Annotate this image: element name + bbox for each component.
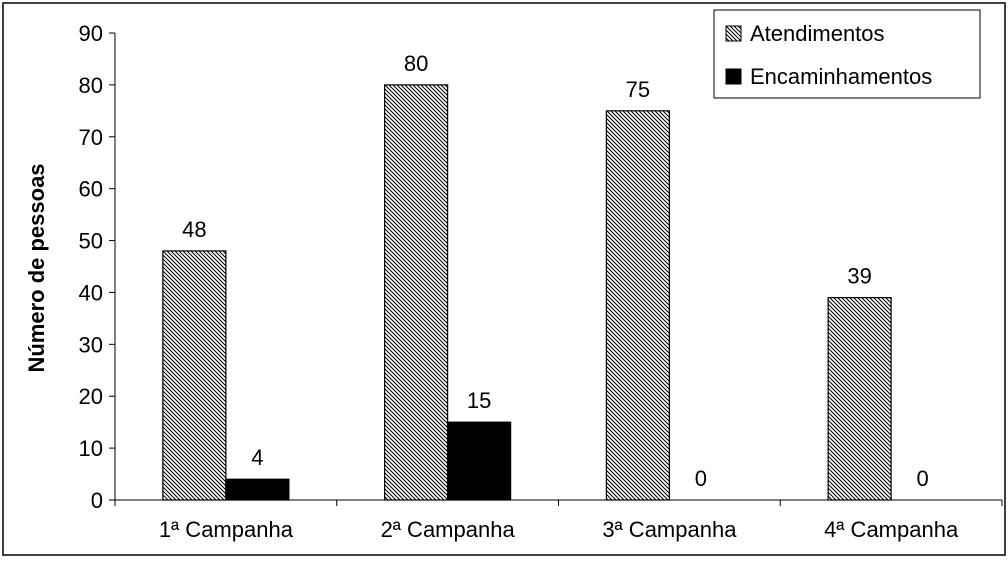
legend-label-atendimentos: Atendimentos	[750, 21, 885, 46]
data-label-atendimentos: 75	[626, 77, 650, 102]
data-label-encaminhamentos: 0	[695, 466, 707, 491]
y-tick-label: 40	[79, 280, 103, 305]
y-tick-label: 0	[91, 488, 103, 513]
legend-box	[713, 9, 981, 99]
y-tick-label: 80	[79, 73, 103, 98]
y-tick-label: 70	[79, 125, 103, 150]
data-label-atendimentos: 39	[847, 264, 871, 289]
bar-atendimentos	[827, 297, 892, 501]
bar-encaminhamentos	[225, 478, 290, 501]
y-tick-label: 50	[79, 229, 103, 254]
bar-atendimentos	[605, 110, 670, 501]
legend-swatch-encaminhamentos	[725, 68, 742, 85]
y-axis-title: Número de pessoas	[24, 163, 49, 372]
y-tick-label: 60	[79, 177, 103, 202]
bar-atendimentos	[384, 84, 449, 501]
x-tick-label: 3ª Campanha	[602, 517, 737, 542]
bars-layer	[162, 84, 892, 501]
data-labels-layer: 48 80 75 39 4 15 0 0	[182, 51, 929, 491]
bar-atendimentos	[162, 250, 227, 501]
bar-encaminhamentos	[447, 421, 512, 501]
x-tick-label: 2ª Campanha	[381, 517, 516, 542]
legend-label-encaminhamentos: Encaminhamentos	[750, 64, 932, 89]
data-label-encaminhamentos: 4	[251, 445, 263, 470]
y-tick-label: 90	[79, 21, 103, 46]
x-tick-label: 4ª Campanha	[824, 517, 959, 542]
data-label-atendimentos: 48	[182, 217, 206, 242]
data-label-atendimentos: 80	[404, 51, 428, 76]
legend-swatch-atendimentos	[725, 25, 742, 42]
y-tick-label: 20	[79, 384, 103, 409]
x-tick-label: 1ª Campanha	[159, 517, 294, 542]
legend: Atendimentos Encaminhamentos	[713, 9, 981, 99]
data-label-encaminhamentos: 15	[467, 388, 491, 413]
y-tick-label: 30	[79, 332, 103, 357]
data-label-encaminhamentos: 0	[917, 466, 929, 491]
y-tick-label: 10	[79, 436, 103, 461]
